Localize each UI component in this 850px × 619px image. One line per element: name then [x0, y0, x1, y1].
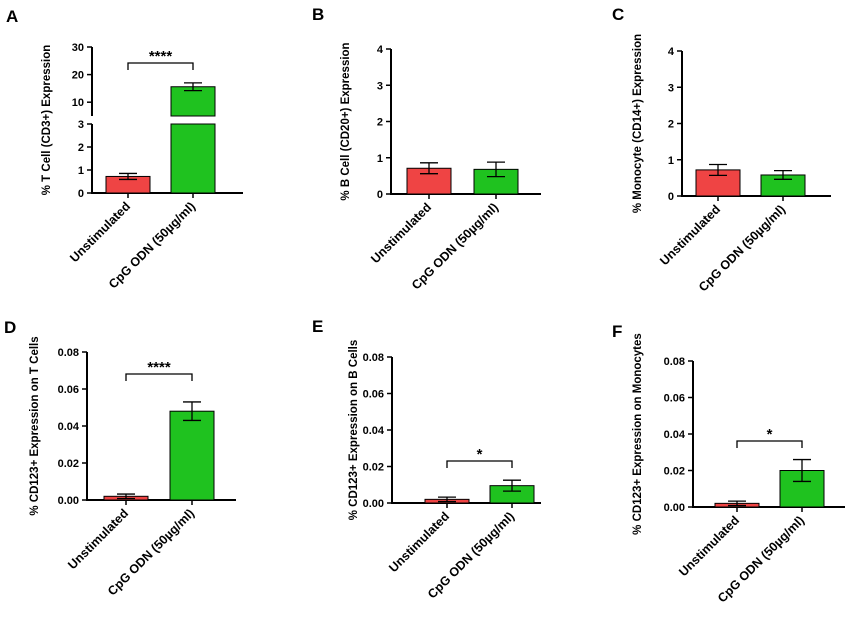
category-label-c-1: Unstimulated — [657, 202, 723, 268]
y-axis-title-f: % CD123+ Expression on Monocytes — [632, 333, 644, 535]
panel-label-e: E — [312, 317, 323, 336]
bar-a-2-upper — [170, 86, 216, 117]
category-label-f-1: Unstimulated — [676, 513, 742, 579]
y-tick-label-a: 3 — [78, 119, 84, 131]
y-tick-label-f: 0.08 — [664, 356, 685, 368]
y-tick-label-f: 0.02 — [664, 466, 685, 478]
y-tick-label-d: 0.06 — [58, 384, 79, 396]
y-axis-title-e: % CD123+ Expression on B Cells — [348, 340, 360, 521]
y-tick-label-c: 3 — [668, 82, 674, 94]
category-label-e-1: Unstimulated — [386, 509, 452, 575]
y-axis-title-b: % B Cell (CD20+) Expression — [340, 42, 352, 200]
panel-label-b: B — [312, 5, 324, 24]
significance-label-e: * — [477, 446, 483, 463]
y-tick-label-a: 2 — [78, 142, 84, 154]
y-tick-label-d: 0.02 — [58, 458, 79, 470]
significance-label-f: * — [767, 426, 773, 443]
panel-label-d: D — [4, 318, 16, 337]
y-tick-label-c: 0 — [668, 191, 674, 203]
y-axis-title-c: % Monocyte (CD14+) Expression — [632, 34, 644, 213]
y-tick-label-a: 30 — [72, 42, 84, 54]
significance-bracket-a — [127, 62, 194, 70]
significance-bracket-f — [736, 440, 803, 448]
y-tick-label-b: 2 — [377, 117, 383, 129]
y-tick-label-e: 0.04 — [363, 425, 385, 437]
y-tick-label-a: 10 — [72, 97, 84, 109]
bar-d-2 — [169, 410, 215, 501]
y-tick-label-e: 0.02 — [363, 462, 384, 474]
category-label-b-1: Unstimulated — [368, 200, 434, 266]
y-tick-label-f: 0.06 — [664, 393, 685, 405]
panel-label-a: A — [6, 7, 18, 26]
panel-label-f: F — [612, 322, 622, 341]
y-tick-label-e: 0.06 — [363, 389, 384, 401]
y-tick-label-e: 0.08 — [363, 352, 384, 364]
y-tick-label-c: 1 — [668, 155, 674, 167]
significance-bracket-e — [446, 460, 513, 468]
significance-label-a: **** — [149, 48, 173, 65]
significance-label-d: **** — [147, 359, 171, 376]
y-tick-label-f: 0.04 — [664, 429, 686, 441]
category-label-a-1: Unstimulated — [67, 199, 133, 265]
category-label-d-1: Unstimulated — [65, 506, 131, 572]
y-axis-title-d: % CD123+ Expression on T Cells — [29, 336, 41, 515]
y-tick-label-b: 1 — [377, 153, 383, 165]
y-tick-label-a: 0 — [78, 188, 84, 200]
y-tick-label-b: 3 — [377, 80, 383, 92]
y-tick-label-b: 0 — [377, 189, 383, 201]
y-tick-label-d: 0.00 — [58, 495, 79, 507]
y-tick-label-a: 1 — [78, 165, 84, 177]
y-tick-label-f: 0.00 — [664, 502, 685, 514]
y-tick-label-b: 4 — [377, 44, 384, 56]
y-tick-label-c: 2 — [668, 119, 674, 131]
significance-bracket-d — [125, 373, 193, 381]
y-axis-title-a: % T Cell (CD3+) Expression — [41, 45, 53, 196]
y-tick-label-d: 0.08 — [58, 347, 79, 359]
bar-a-2-lower — [170, 123, 216, 194]
y-tick-label-e: 0.00 — [363, 498, 384, 510]
y-tick-label-c: 4 — [668, 46, 675, 58]
y-tick-label-a: 20 — [72, 70, 84, 82]
y-tick-label-d: 0.04 — [58, 421, 80, 433]
panel-label-c: C — [612, 5, 624, 24]
